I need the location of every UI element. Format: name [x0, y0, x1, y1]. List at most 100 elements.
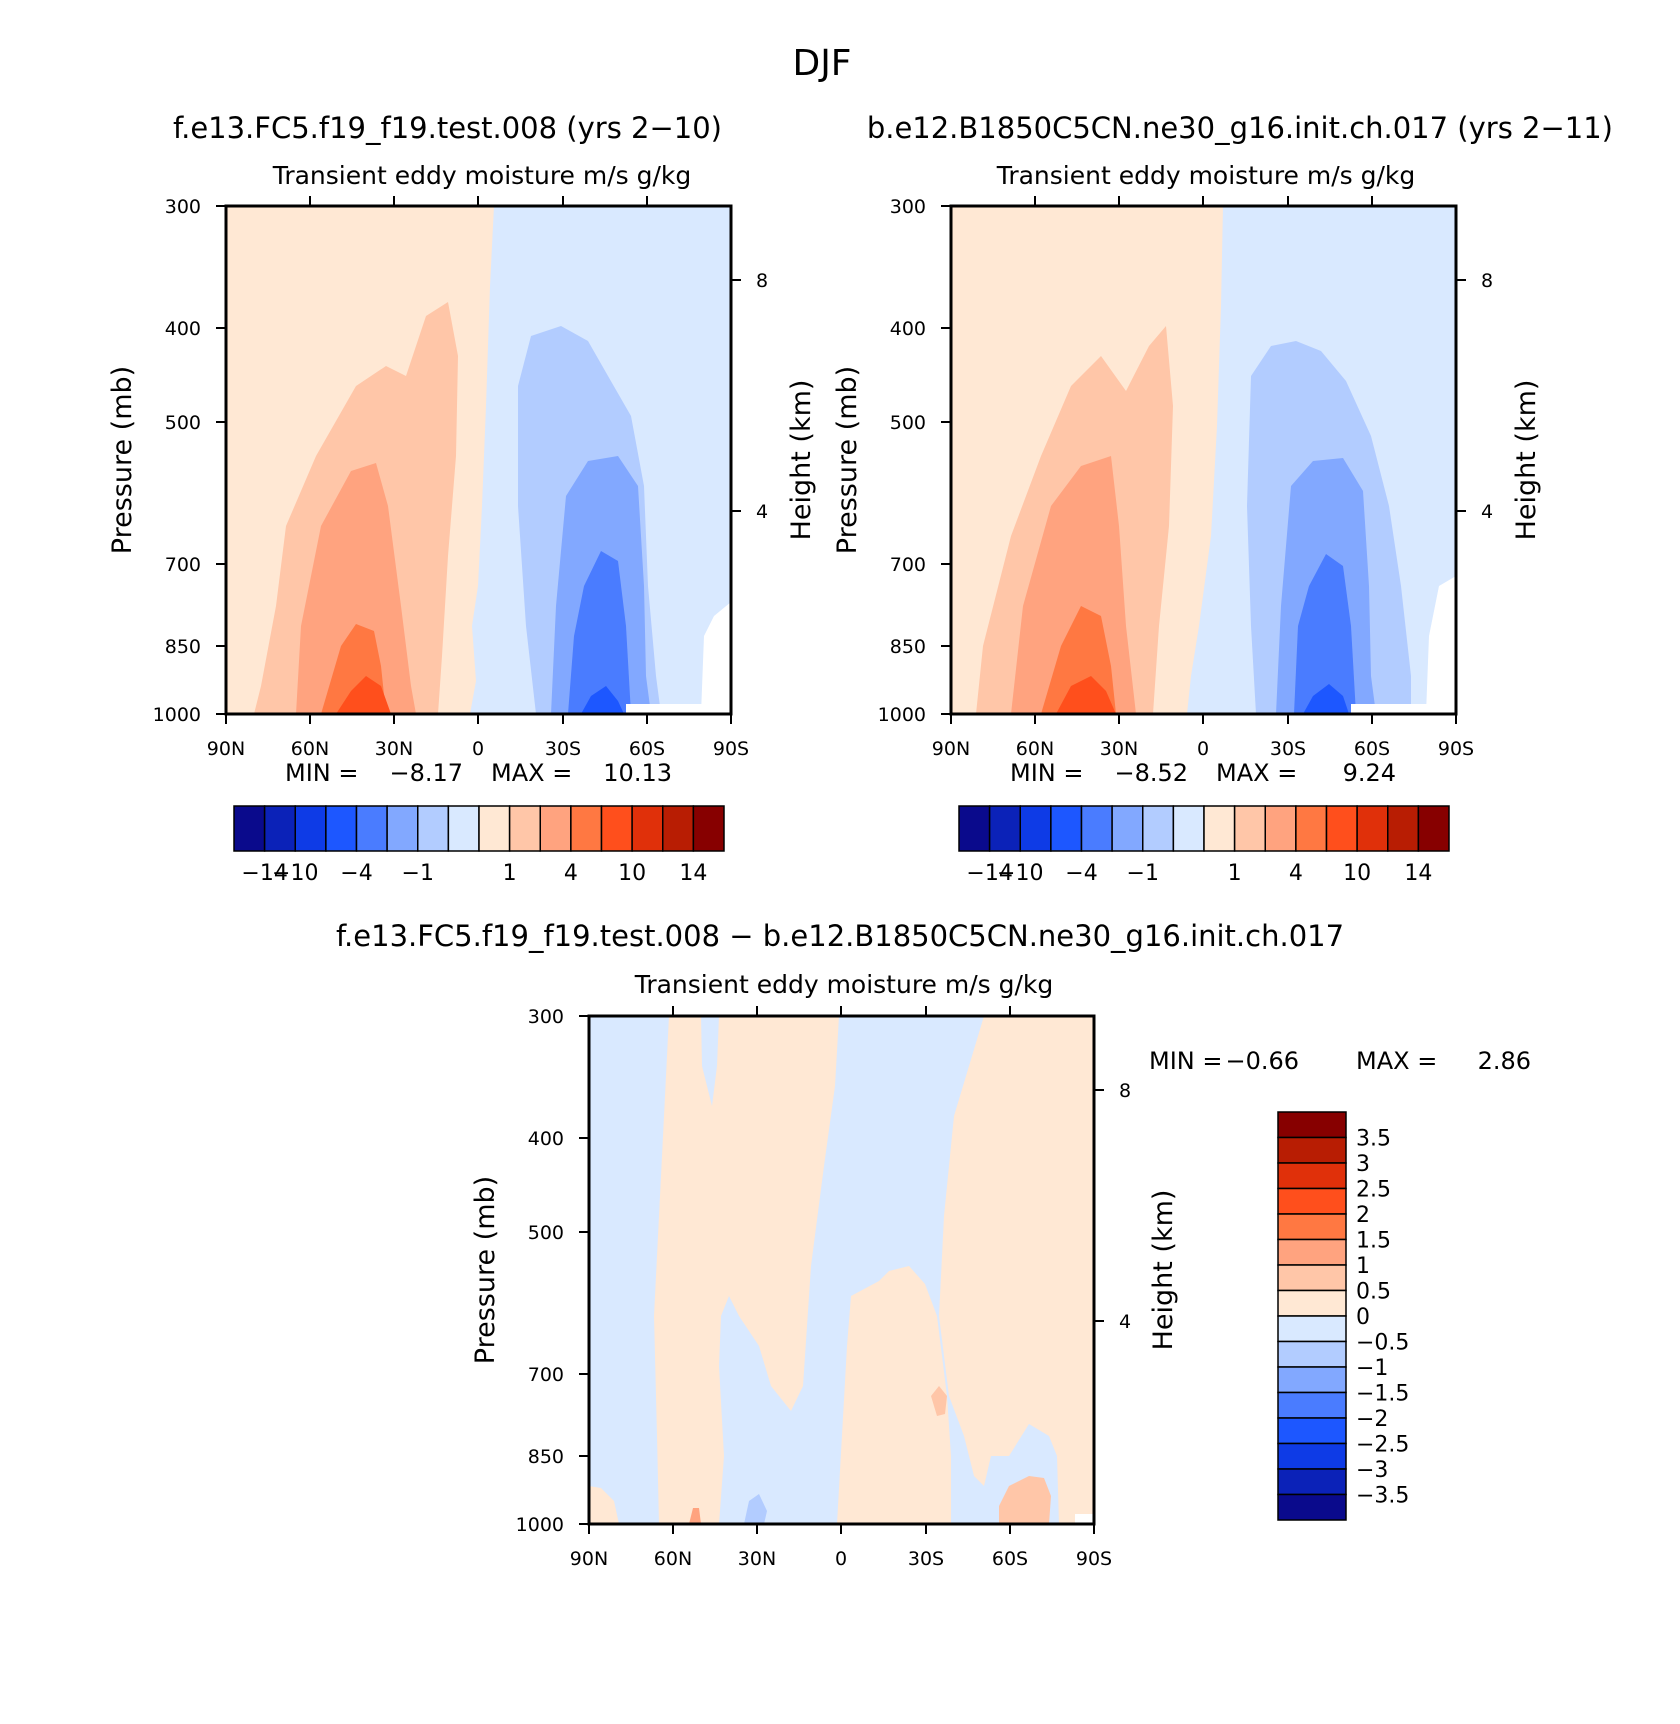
colorbar-label: −1	[402, 861, 434, 886]
panel-diff-title: Transient eddy moisture m/s g/kg	[634, 970, 1054, 999]
y-tick-300: 300	[528, 1006, 564, 1028]
y-tick-700: 700	[165, 554, 201, 576]
colorbar-label: −14	[241, 861, 287, 886]
x-tick-60S: 60S	[629, 738, 665, 760]
min-label: MIN =	[285, 759, 358, 787]
y-tick-500: 500	[165, 412, 201, 434]
y-tick-500: 500	[890, 412, 926, 434]
colorbar-label: −10	[997, 861, 1043, 886]
min-value: −8.17	[389, 759, 463, 787]
y-axis-label: Pressure (mb)	[470, 1176, 501, 1364]
colorbar-box	[1277, 1213, 1347, 1241]
colorbar-box	[539, 805, 572, 852]
y-tick-500: 500	[528, 1222, 564, 1244]
y2-tick-4: 4	[1119, 1311, 1131, 1333]
x-tick-60N: 60N	[654, 1548, 692, 1570]
colorbar-box	[1295, 805, 1328, 852]
contour-pos-10	[1056, 676, 1116, 714]
x-tick-30N: 30N	[1100, 738, 1138, 760]
y-tick-700: 700	[890, 554, 926, 576]
band-positive-south	[939, 1016, 1094, 1524]
x-tick-90S: 90S	[1438, 738, 1474, 760]
max-value: 10.13	[603, 759, 672, 787]
x-tick-30S: 30S	[1270, 738, 1306, 760]
colorbar-box	[1417, 805, 1450, 852]
colorbar-box	[1172, 805, 1205, 852]
colorbar-label: 2	[1356, 1203, 1370, 1228]
colorbar-label: −10	[272, 861, 318, 886]
colorbar-label: −1.5	[1356, 1382, 1409, 1407]
y-tick-1000: 1000	[516, 1514, 564, 1536]
colorbar-box	[1277, 1162, 1347, 1190]
colorbar-b: −14−10 −4 −1 1 4 10 14	[958, 805, 1450, 886]
panel-b: Transient eddy moisture m/s g/kg 300	[832, 161, 1542, 886]
band-positive-north	[654, 1016, 839, 1524]
y2-tick-8: 8	[1119, 1080, 1131, 1102]
colorbar-label: −4	[340, 861, 372, 886]
x-tick-60N: 60N	[291, 738, 329, 760]
colorbar-box	[1277, 1442, 1347, 1470]
contour-pos-4	[296, 463, 416, 714]
colorbar-label: 1.5	[1356, 1229, 1391, 1254]
colorbar-diff: 3.532.521.510.50−0.5−1−1.5−2−2.5−3−3.5	[1277, 1111, 1409, 1521]
right-case-title: b.e12.B1850C5CN.ne30_g16.init.ch.017 (yr…	[867, 111, 1613, 145]
colorbar-box	[1277, 1315, 1347, 1343]
colorbar-box	[1277, 1391, 1347, 1419]
colorbar-box	[1203, 805, 1236, 852]
y-tick-400: 400	[890, 318, 926, 340]
y2-axis-label: Height (km)	[786, 380, 817, 541]
colorbar-box	[988, 805, 1021, 852]
x-tick-90N: 90N	[932, 738, 970, 760]
panel-b-title: Transient eddy moisture m/s g/kg	[996, 161, 1416, 190]
colorbar-box	[570, 805, 603, 852]
contour-pos-0p5	[931, 1386, 947, 1416]
colorbar-label: −14	[966, 861, 1012, 886]
max-label: MAX =	[1356, 1047, 1437, 1075]
y-tick-1000: 1000	[878, 704, 926, 726]
colorbar-label: 4	[564, 861, 578, 886]
y2-tick-8: 8	[756, 270, 768, 292]
panel-diff-plot	[589, 1016, 1094, 1524]
colorbar-box	[1277, 1136, 1347, 1164]
y-tick-300: 300	[890, 196, 926, 218]
panel-a-title: Transient eddy moisture m/s g/kg	[272, 161, 692, 190]
colorbar-box	[1233, 805, 1266, 852]
y2-axis-label: Height (km)	[1148, 1190, 1179, 1351]
colorbar-label: 14	[679, 861, 707, 886]
colorbar-box	[662, 805, 695, 852]
colorbar-a: −14−10 −4 −1 1 4 10 14	[233, 805, 725, 886]
colorbar-box	[1111, 805, 1144, 852]
panel-a: Transient eddy moisture m/s g/kg 300	[107, 161, 817, 886]
colorbar-label: −1	[1356, 1356, 1388, 1381]
figure-title: DJF	[792, 43, 851, 84]
max-label: MAX =	[1216, 759, 1297, 787]
colorbar-box	[478, 805, 511, 852]
contour-neg-10	[581, 686, 624, 714]
x-tick-0: 0	[835, 1548, 847, 1570]
colorbar-box	[1325, 805, 1358, 852]
contour-pos-10	[336, 676, 391, 714]
x-tick-30S: 30S	[908, 1548, 944, 1570]
colorbar-box	[325, 805, 358, 852]
y-tick-850: 850	[528, 1446, 564, 1468]
colorbar-box	[692, 805, 725, 852]
colorbar-label: 1	[1356, 1254, 1370, 1279]
colorbar-label: 3.5	[1356, 1127, 1391, 1152]
colorbar-box	[1142, 805, 1175, 852]
contour-neg-7	[568, 551, 631, 714]
x-tick-30N: 30N	[738, 1548, 776, 1570]
colorbar-label: 2.5	[1356, 1178, 1391, 1203]
x-tick-0: 0	[1197, 738, 1209, 760]
colorbar-label: −3	[1356, 1458, 1388, 1483]
panel-diff: Transient eddy moisture m/s g/kg 300 400…	[470, 970, 1531, 1570]
y-tick-400: 400	[528, 1128, 564, 1150]
y-tick-850: 850	[890, 636, 926, 658]
patch-positive-midlat	[837, 1266, 951, 1524]
panel-a-plot	[226, 206, 731, 714]
colorbar-label: −2	[1356, 1407, 1388, 1432]
colorbar-label: −0.5	[1356, 1331, 1409, 1356]
patch-positive-pole	[589, 1486, 619, 1524]
y-tick-850: 850	[165, 636, 201, 658]
colorbar-box	[1019, 805, 1052, 852]
colorbar-box	[631, 805, 664, 852]
